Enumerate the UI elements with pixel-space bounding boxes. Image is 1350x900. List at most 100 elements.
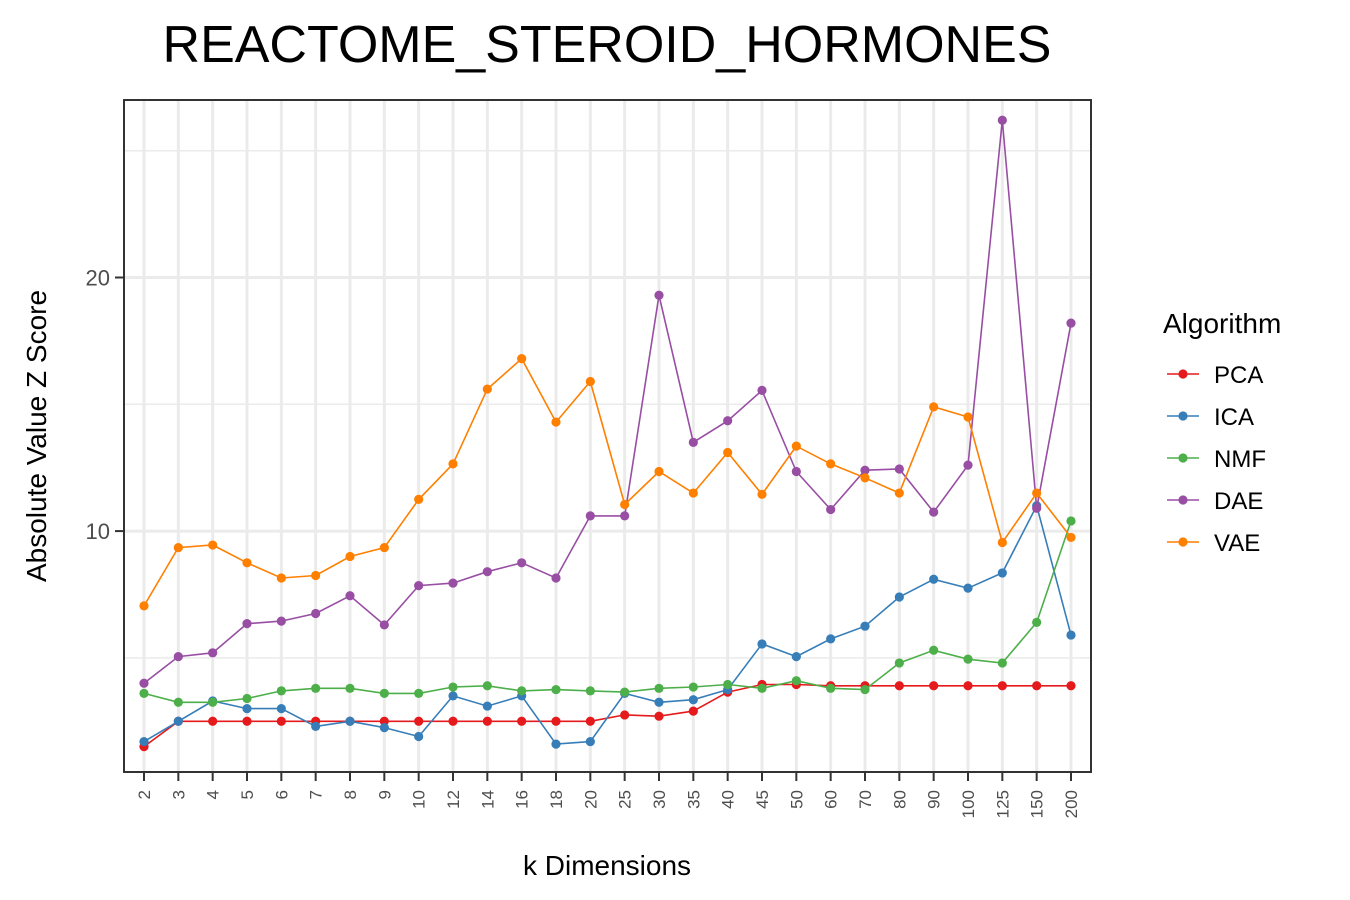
data-point: [963, 412, 973, 422]
legend-key-point: [1178, 537, 1188, 547]
data-point: [551, 739, 561, 749]
legend-item-nmf: NMF: [1167, 446, 1266, 473]
legend-item-dae: DAE: [1167, 488, 1263, 515]
data-point: [757, 639, 767, 649]
data-point: [551, 573, 561, 583]
data-point: [723, 447, 733, 458]
data-point: [482, 681, 492, 691]
data-point: [276, 716, 286, 726]
series-vae: [139, 354, 1076, 611]
data-point: [585, 736, 595, 747]
y-axis: 10 20: [86, 266, 124, 544]
data-point: [345, 716, 355, 726]
data-point: [1032, 503, 1042, 513]
data-point: [517, 686, 527, 696]
data-point: [860, 465, 870, 475]
data-point: [448, 459, 458, 469]
data-point: [482, 567, 492, 577]
data-point: [894, 488, 904, 498]
data-point: [860, 684, 870, 695]
series-line: [143, 520, 1072, 704]
data-point: [826, 683, 836, 693]
data-point: [242, 558, 252, 568]
x-tick-label: 16: [513, 790, 532, 809]
data-point: [448, 716, 458, 726]
data-point: [929, 681, 939, 691]
data-point: [173, 652, 183, 662]
data-point: [688, 695, 698, 705]
x-tick-label: 35: [684, 790, 703, 809]
data-point: [173, 697, 183, 707]
x-tick-label: 18: [547, 790, 566, 809]
x-tick-label: 9: [375, 790, 394, 799]
data-point: [1066, 630, 1076, 640]
data-point: [345, 551, 355, 562]
data-point: [139, 601, 149, 611]
data-point: [414, 731, 424, 742]
data-point: [414, 581, 424, 591]
data-point: [482, 384, 492, 394]
series-ica: [139, 501, 1076, 749]
data-point: [997, 115, 1007, 125]
data-point: [311, 721, 321, 731]
plot-grid: [124, 100, 1091, 772]
data-point: [1066, 532, 1076, 543]
data-point: [997, 681, 1007, 691]
x-tick-label: 50: [787, 790, 806, 809]
x-tick-label: 70: [856, 790, 875, 809]
x-tick-label: 40: [719, 790, 738, 809]
data-point: [929, 574, 939, 584]
chart-title: REACTOME_STEROID_HORMONES: [163, 16, 1052, 74]
legend-key-point: [1178, 453, 1188, 463]
data-point: [654, 683, 664, 693]
data-point: [860, 473, 870, 483]
data-point: [620, 499, 630, 510]
series-nmf: [139, 516, 1076, 707]
data-point: [517, 558, 527, 568]
data-point: [208, 540, 218, 550]
legend-label: NMF: [1214, 446, 1266, 473]
plot-border: [123, 99, 1092, 773]
data-point: [963, 681, 973, 691]
data-point: [929, 645, 939, 655]
data-point: [894, 658, 904, 668]
legend-key-point: [1178, 411, 1188, 421]
data-point: [1066, 681, 1076, 691]
data-point: [1032, 488, 1042, 498]
data-point: [1066, 516, 1076, 526]
data-point: [379, 620, 389, 630]
data-point: [929, 507, 939, 517]
data-point: [276, 616, 286, 626]
data-point: [379, 688, 389, 698]
data-point: [791, 466, 801, 477]
data-point: [997, 537, 1007, 548]
data-point: [757, 385, 767, 395]
data-point: [173, 716, 183, 726]
x-tick-label: 150: [1028, 790, 1047, 818]
data-point: [826, 459, 836, 469]
legend-title: Algorithm: [1163, 308, 1281, 339]
data-point: [1066, 318, 1076, 328]
data-point: [997, 568, 1007, 578]
legend-label: DAE: [1214, 488, 1263, 515]
data-point: [414, 494, 424, 504]
y-tick-label: 20: [86, 266, 110, 291]
x-tick-label: 80: [890, 790, 909, 809]
data-point: [1032, 617, 1042, 627]
data-point: [414, 688, 424, 698]
data-point: [242, 693, 252, 704]
data-point: [963, 583, 973, 593]
legend-label: ICA: [1214, 404, 1254, 431]
x-tick-label: 5: [238, 790, 257, 799]
data-point: [894, 592, 904, 602]
data-point: [688, 706, 698, 716]
data-point: [551, 417, 561, 427]
data-point: [276, 686, 286, 696]
data-point: [379, 723, 389, 733]
x-tick-label: 14: [478, 790, 497, 809]
data-point: [448, 578, 458, 588]
legend-item-ica: ICA: [1167, 404, 1254, 431]
data-point: [139, 688, 149, 698]
data-point: [929, 402, 939, 412]
data-point: [208, 716, 218, 726]
